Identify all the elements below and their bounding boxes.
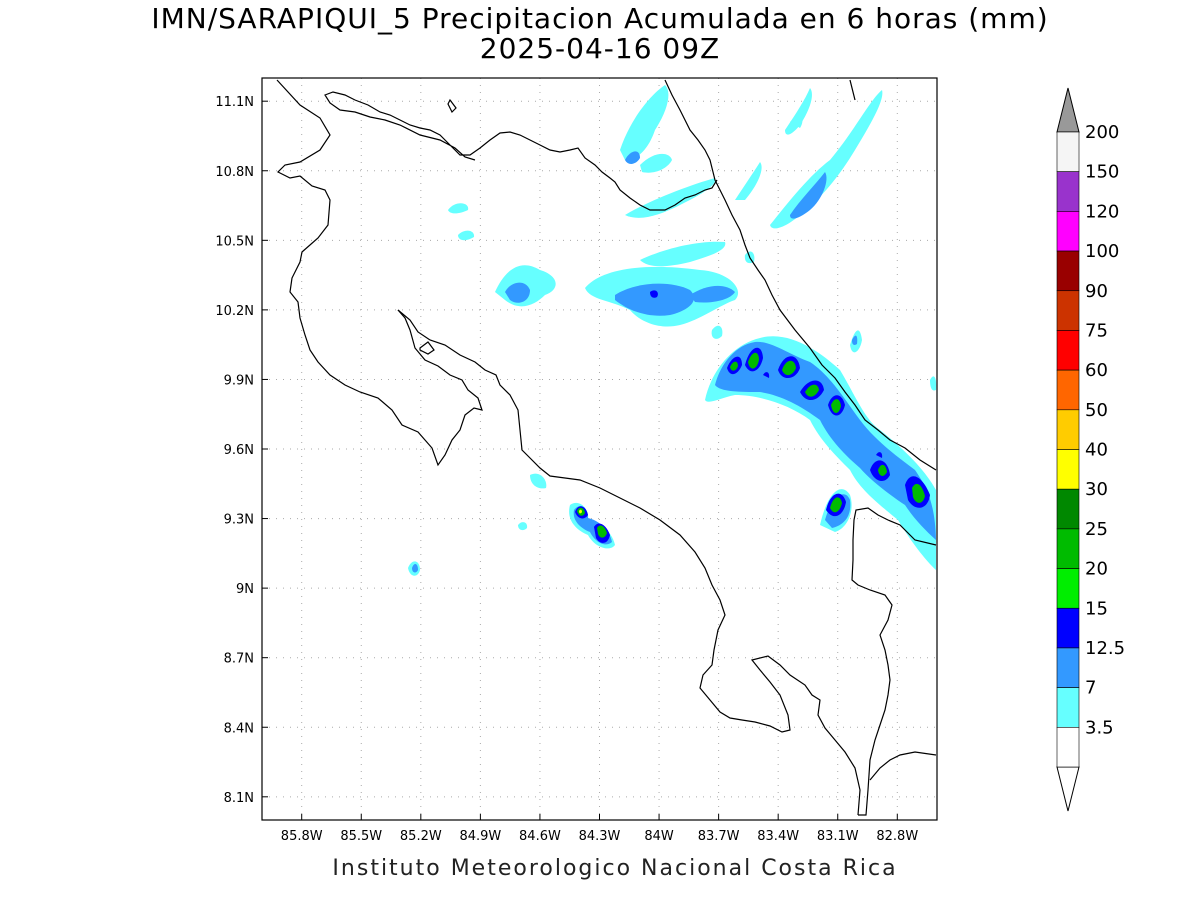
precip-band-15 — [575, 290, 930, 543]
y-tick-label: 9.3N — [224, 513, 254, 528]
colorbar-label: 100 — [1085, 241, 1119, 262]
lat-lon-grid — [262, 78, 937, 820]
colorbar-swatch — [1056, 727, 1080, 768]
x-tick-label: 84.6W — [519, 829, 561, 844]
colorbar-label: 60 — [1085, 360, 1108, 381]
latitude-axis: 8.1N 8.4N 8.7N 9N 9.3N 9.6N 9.9N 10.2N 10.5N 10.8… — [215, 95, 268, 806]
colorbar-label: 50 — [1085, 400, 1108, 421]
colorbar-label: 20 — [1085, 559, 1108, 580]
x-tick-label: 85.8W — [281, 829, 323, 844]
x-tick-label: 85.5W — [340, 829, 382, 844]
colorbar-swatch — [1056, 687, 1080, 728]
colorbar-label: 15 — [1085, 598, 1108, 619]
y-tick-label: 10.2N — [215, 304, 254, 319]
x-tick-label: 83.4W — [757, 829, 799, 844]
colorbar-swatch — [1056, 211, 1080, 252]
colorbar-label: 90 — [1085, 281, 1108, 302]
colorbar-swatch — [1056, 131, 1080, 172]
precip-band-3-5 — [408, 85, 937, 576]
colorbar-label: 200 — [1085, 122, 1119, 143]
x-tick-label: 84W — [644, 829, 674, 844]
colorbar-label: 30 — [1085, 479, 1108, 500]
y-tick-label: 11.1N — [215, 95, 254, 110]
map-valid-time: 2025-04-16 09Z — [479, 32, 721, 65]
x-tick-label: 84.9W — [459, 829, 501, 844]
y-tick-label: 9.6N — [224, 443, 254, 458]
longitude-axis: 85.8W 85.5W 85.2W 84.9W 84.6W 84.3W 84W 83.7W 83… — [281, 814, 918, 844]
y-tick-label: 8.4N — [224, 721, 254, 736]
colorbar-swatch — [1056, 647, 1080, 688]
y-tick-label: 10.5N — [215, 234, 254, 249]
x-tick-label: 83.7W — [698, 829, 740, 844]
colorbar-swatch — [1056, 568, 1080, 609]
x-tick-label: 84.3W — [579, 829, 621, 844]
y-tick-label: 8.7N — [224, 652, 254, 667]
colorbar-swatch — [1056, 409, 1080, 450]
colorbar-swatch — [1056, 290, 1080, 331]
y-tick-label: 9.9N — [224, 373, 254, 388]
colorbar-swatch — [1056, 607, 1080, 649]
colorbar-label: 75 — [1085, 320, 1108, 341]
colorbar-label: 40 — [1085, 440, 1108, 461]
y-tick-label: 8.1N — [224, 791, 254, 806]
precip-band-25 — [577, 352, 925, 538]
colorbar-swatch — [1056, 528, 1080, 569]
map-title: IMN/SARAPIQUI_5 Precipitacion Acumulada … — [151, 2, 1049, 35]
y-tick-label: 9N — [236, 582, 254, 597]
colorbar-swatch — [1056, 250, 1080, 292]
colorbar-swatch — [1056, 171, 1080, 212]
colorbar-label: 25 — [1085, 519, 1108, 540]
colorbar-label: 12.5 — [1085, 638, 1125, 659]
colorbar-label: 150 — [1085, 162, 1119, 183]
colorbar-swatch — [1056, 488, 1080, 530]
x-tick-label: 82.8W — [876, 829, 918, 844]
x-tick-label: 85.2W — [400, 829, 442, 844]
precip-band-40 — [579, 509, 582, 514]
colorbar-legend: 200 150 120 100 90 75 60 50 40 30 25 20 15 12.5 7 3.5 — [1056, 87, 1125, 812]
precipitation-field — [408, 85, 937, 576]
x-tick-label: 83.1W — [817, 829, 859, 844]
colorbar-under-arrow — [1056, 766, 1080, 812]
colorbar-label: 3.5 — [1085, 717, 1114, 738]
colorbar-swatch — [1056, 330, 1080, 371]
footer-credit: Instituto Meteorologico Nacional Costa R… — [332, 856, 898, 881]
colorbar-swatch — [1056, 449, 1080, 490]
coastline-border — [276, 79, 937, 816]
colorbar-label: 7 — [1085, 678, 1096, 699]
colorbar-swatch — [1056, 369, 1080, 411]
y-tick-label: 10.8N — [215, 165, 254, 180]
colorbar-label: 120 — [1085, 201, 1119, 222]
colorbar-over-arrow — [1056, 87, 1080, 133]
